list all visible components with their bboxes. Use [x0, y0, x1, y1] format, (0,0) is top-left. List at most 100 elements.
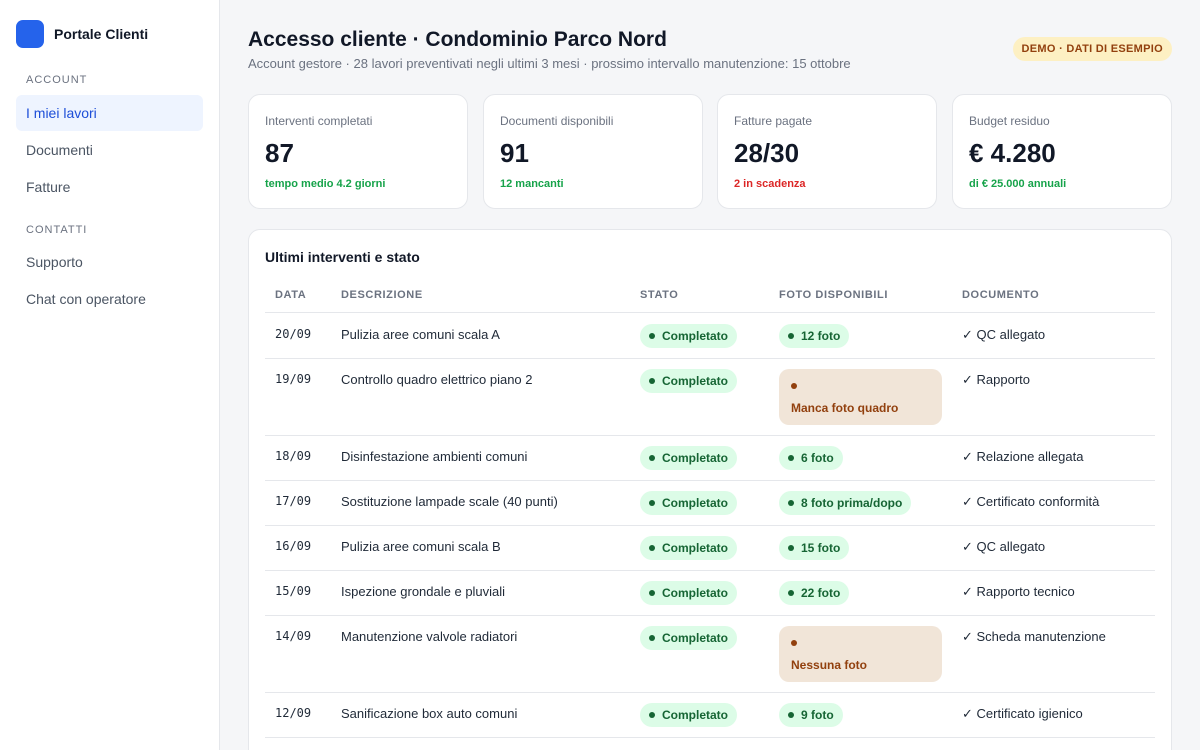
table-header: DATA DESCRIZIONE STATO FOTO DISPONIBILI … [265, 279, 1155, 313]
dot-icon [788, 455, 794, 461]
table-row[interactable]: 18/09 Disinfestazione ambienti comuni Comp… [265, 436, 1155, 481]
foto-count-text: 6 foto [801, 451, 834, 465]
dot-icon [791, 640, 797, 646]
cell-data: 15/09 [275, 584, 312, 598]
foto-count-text: 15 foto [801, 541, 841, 555]
status-text: Completato [662, 451, 728, 465]
brand-logo-icon [16, 20, 44, 48]
foto-count-text: 12 foto [801, 329, 841, 343]
status-text: Completato [662, 329, 728, 343]
column-header-foto[interactable]: FOTO DISPONIBILI [779, 289, 889, 301]
cell-documento[interactable]: ✓ Certificato igienico [962, 706, 1083, 721]
foto-count-badge: 9 foto [779, 703, 843, 727]
foto-count-badge: 22 foto [779, 581, 850, 605]
cell-descrizione: Disinfestazione ambienti comuni [341, 449, 528, 464]
foto-count-badge: 15 foto [779, 536, 850, 560]
cell-documento[interactable]: ✓ Relazione allegata [962, 449, 1084, 464]
cell-foto: 15 foto [779, 536, 850, 560]
cell-stato: Completato [640, 536, 737, 560]
foto-count-text: 9 foto [801, 708, 834, 722]
column-header-stato[interactable]: STATO [640, 289, 679, 301]
page-title: Accesso cliente · Condominio Parco Nord [248, 28, 667, 51]
card-note: di € 25.000 annuali [969, 178, 1067, 190]
dot-icon [649, 500, 655, 506]
sidebar-item-documenti[interactable]: Documenti [26, 142, 93, 158]
dot-icon [788, 500, 794, 506]
dot-icon [649, 590, 655, 596]
dot-icon [649, 333, 655, 339]
dot-icon [649, 712, 655, 718]
card-value: € 4.280 [969, 138, 1056, 168]
cell-stato: Completato [640, 491, 737, 515]
card-note: tempo medio 4.2 giorni [265, 178, 386, 190]
status-badge: Completato [640, 324, 737, 348]
status-badge: Completato [640, 536, 737, 560]
dot-icon [649, 455, 655, 461]
status-badge: Completato [640, 446, 737, 470]
table-row[interactable]: 19/09 Controllo quadro elettrico piano 2 C… [265, 359, 1155, 436]
sidebar-item-fatture[interactable]: Fatture [26, 179, 71, 195]
status-text: Completato [662, 374, 728, 388]
cell-documento[interactable]: ✓ QC allegato [962, 539, 1046, 554]
foto-count-text: 8 foto prima/dopo [801, 496, 903, 510]
card-fatture: Fatture pagate 28/30 2 in scadenza [717, 94, 937, 209]
foto-warning-text: Manca foto quadro [791, 401, 899, 415]
cell-data: 20/09 [275, 327, 312, 341]
card-documenti: Documenti disponibili 91 12 mancanti [483, 94, 703, 209]
cell-foto: 12 foto [779, 324, 850, 348]
cell-descrizione: Pulizia aree comuni scala B [341, 539, 501, 554]
table-row[interactable]: 20/09 Pulizia aree comuni scala A Completa… [265, 314, 1155, 359]
cell-foto: 22 foto [779, 581, 850, 605]
column-header-data[interactable]: DATA [275, 289, 307, 301]
card-note: 2 in scadenza [734, 178, 806, 190]
cell-foto: Nessuna foto [779, 626, 942, 682]
table-row[interactable]: 16/09 Pulizia aree comuni scala B Completa… [265, 526, 1155, 571]
dot-icon [649, 635, 655, 641]
brand[interactable]: Portale Clienti [16, 20, 148, 48]
cell-descrizione: Pulizia aree comuni scala A [341, 327, 500, 342]
foto-count-badge: 8 foto prima/dopo [779, 491, 912, 515]
cell-documento[interactable]: ✓ QC allegato [962, 327, 1046, 342]
cell-documento[interactable]: ✓ Certificato conformità [962, 494, 1100, 509]
sidebar-item-chat-operatore[interactable]: Chat con operatore [26, 291, 146, 307]
cell-descrizione: Ispezione grondale e pluviali [341, 584, 506, 599]
card-value: 28/30 [734, 138, 800, 168]
dot-icon [649, 545, 655, 551]
table-row[interactable]: 15/09 Ispezione grondale e pluviali Comple… [265, 571, 1155, 616]
table-title: Ultimi interventi e stato [265, 249, 420, 265]
sidebar-item-miei-lavori[interactable]: I miei lavori [16, 95, 203, 131]
table-row[interactable]: 12/09 Sanificazione box auto comuni Comple… [265, 693, 1155, 738]
cell-stato: Completato [640, 703, 737, 727]
table-row[interactable]: 14/09 Manutenzione valvole radiatori Compl… [265, 616, 1155, 693]
status-badge: Completato [640, 626, 737, 650]
page-subtitle: Account gestore · 28 lavori preventivati… [248, 56, 851, 71]
cell-documento[interactable]: ✓ Scheda manutenzione [962, 629, 1106, 644]
cell-stato: Completato [640, 626, 737, 650]
table-row[interactable]: 17/09 Sostituzione lampade scale (40 punt… [265, 481, 1155, 526]
cell-stato: Completato [640, 324, 737, 348]
status-text: Completato [662, 708, 728, 722]
cell-documento[interactable]: ✓ Rapporto [962, 372, 1030, 387]
card-label: Budget residuo [969, 114, 1050, 128]
card-interventi: Interventi completati 87 tempo medio 4.2… [248, 94, 468, 209]
card-budget: Budget residuo € 4.280 di € 25.000 annua… [952, 94, 1172, 209]
column-header-descrizione[interactable]: DESCRIZIONE [341, 289, 423, 301]
cell-foto: Manca foto quadro [779, 369, 942, 425]
status-text: Completato [662, 496, 728, 510]
cell-foto: 6 foto [779, 446, 843, 470]
sidebar-item-supporto[interactable]: Supporto [26, 254, 83, 270]
nav-section-contatti: CONTATTI [26, 224, 88, 236]
cell-documento[interactable]: ✓ Rapporto tecnico [962, 584, 1075, 599]
status-badge: Completato [640, 491, 737, 515]
card-value: 91 [500, 138, 529, 168]
sidebar: Portale Clienti ACCOUNT I miei lavori Do… [0, 0, 220, 750]
foto-count-badge: 6 foto [779, 446, 843, 470]
card-label: Fatture pagate [734, 114, 813, 128]
cell-stato: Completato [640, 446, 737, 470]
card-note: 12 mancanti [500, 178, 564, 190]
cell-foto: 8 foto prima/dopo [779, 491, 912, 515]
status-badge: Completato [640, 703, 737, 727]
status-text: Completato [662, 541, 728, 555]
column-header-documento[interactable]: DOCUMENTO [962, 289, 1040, 301]
summary-cards: Interventi completati 87 tempo medio 4.2… [248, 94, 1172, 209]
